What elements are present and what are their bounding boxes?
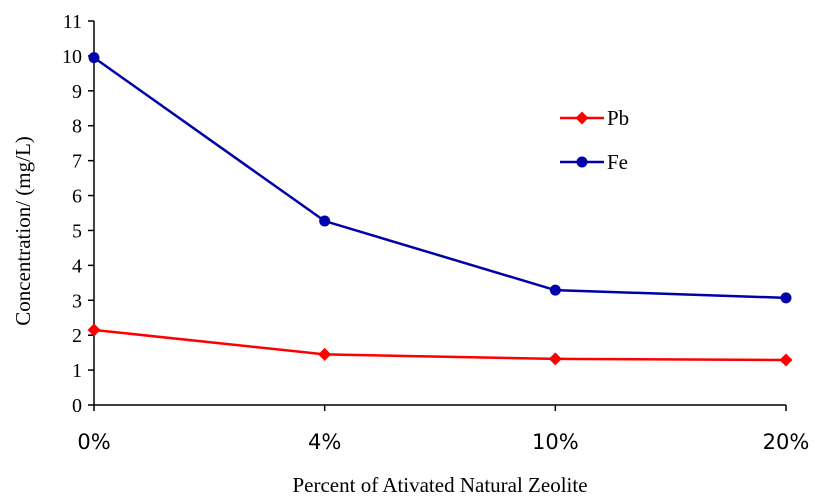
data-point-fe: [549, 284, 561, 296]
legend-item-pb: Pb: [560, 106, 629, 130]
y-axis-ticks: 0 1 2 3 4 5 6 7 8 9 10 11: [62, 11, 94, 417]
x-tick-label: 4%: [308, 430, 341, 454]
y-tick-label: 2: [72, 325, 82, 347]
x-tick-label: 10%: [532, 430, 579, 454]
y-tick-label: 5: [72, 220, 82, 242]
series-pb-line: [93, 328, 787, 362]
y-tick-label: 7: [72, 151, 82, 173]
legend-label-fe: Fe: [607, 150, 628, 174]
series-pb: [87, 323, 793, 367]
y-tick-label: 8: [72, 116, 82, 138]
y-tick-label: 0: [72, 395, 82, 417]
y-tick-label: 4: [72, 255, 82, 277]
y-tick-label: 3: [72, 290, 82, 312]
x-axis-title: Percent of Ativated Natural Zeolite: [292, 473, 587, 497]
data-point-pb: [318, 347, 332, 361]
y-tick-label: 9: [72, 81, 82, 103]
legend-item-fe: Fe: [560, 150, 628, 174]
y-tick-label: 11: [63, 11, 82, 33]
y-tick-label: 6: [72, 186, 82, 208]
data-point-pb: [779, 353, 793, 367]
data-point-pb: [87, 323, 101, 337]
legend-marker-pb: [575, 111, 589, 125]
legend: Pb Fe: [560, 106, 629, 174]
y-tick-label: 1: [72, 360, 82, 382]
data-point-fe: [780, 292, 792, 304]
series-layer: [87, 52, 793, 367]
x-tick-label: 0%: [77, 430, 110, 454]
legend-label-pb: Pb: [607, 106, 629, 130]
series-fe-line: [93, 56, 787, 300]
y-tick-label: 10: [62, 46, 82, 68]
data-point-fe: [319, 215, 331, 227]
legend-marker-fe: [576, 156, 588, 168]
x-tick-label: 20%: [763, 430, 810, 454]
y-axis-title: Concentration/ (mg/L): [11, 136, 35, 326]
x-axis-ticks: 0% 4% 10% 20%: [77, 405, 809, 454]
data-point-fe: [88, 52, 100, 64]
data-point-pb: [548, 352, 562, 366]
series-fe: [88, 52, 792, 304]
